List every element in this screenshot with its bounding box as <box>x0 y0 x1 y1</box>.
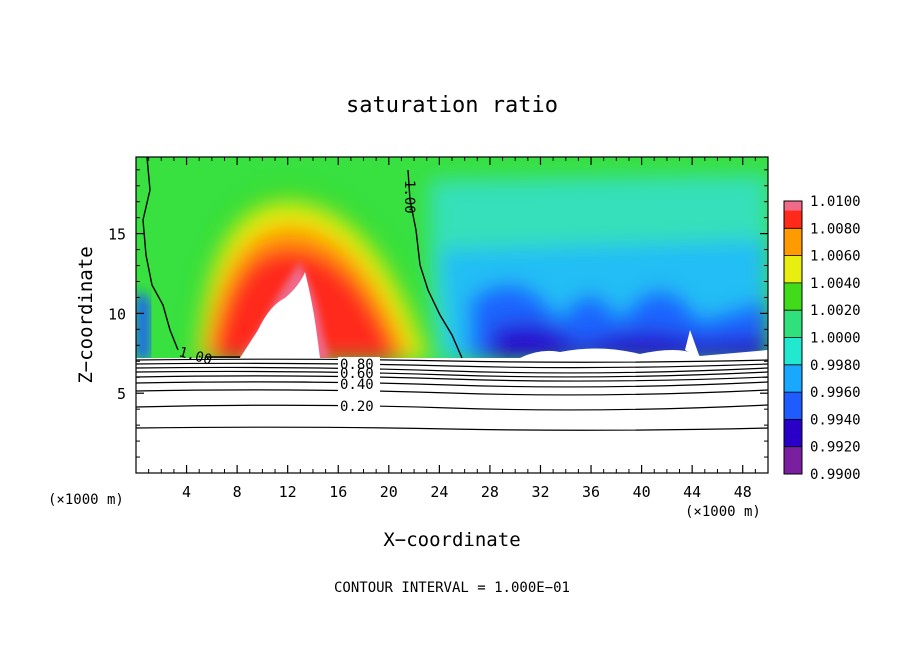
x-tick-label: 40 <box>633 483 651 501</box>
y-tick-label: 10 <box>108 305 126 323</box>
x-tick-label: 28 <box>481 483 499 501</box>
x-unit-left: (×1000 m) <box>48 492 124 508</box>
x-tick-label: 20 <box>380 483 398 501</box>
x-axis: 4 8 12 16 20 24 28 32 36 40 44 48 <box>148 157 756 501</box>
colorbar-segment <box>784 419 802 447</box>
heatmap-field <box>136 157 768 473</box>
cloud-white-area <box>240 272 320 358</box>
colorbar-label: 1.0040 <box>810 276 861 292</box>
colorbar-label: 0.9920 <box>810 440 861 456</box>
contour-1-right <box>407 169 463 359</box>
y-tick-label: 5 <box>117 385 126 403</box>
colorbar-segment-top <box>784 201 802 211</box>
contour-label: 1.00 <box>401 180 417 214</box>
contour-label: 0.60 <box>340 366 374 382</box>
contour-labels: 1.00 1.00 0.80 0.60 0.40 0.20 <box>177 180 417 415</box>
colorbar-label: 1.0100 <box>810 194 861 210</box>
colorbar-label: 1.0080 <box>810 221 861 237</box>
colorbar-segment <box>784 255 802 283</box>
x-tick-label: 48 <box>734 483 752 501</box>
colorbar-label: 0.9940 <box>810 412 861 428</box>
colorbar-label: 1.0060 <box>810 249 861 265</box>
x-tick-label: 8 <box>233 483 242 501</box>
colorbar-segment <box>784 364 802 393</box>
colorbar-segment <box>784 392 802 420</box>
colorbar-segment <box>784 310 802 338</box>
colorbar-segment <box>784 228 802 256</box>
x-tick-label: 12 <box>279 483 297 501</box>
x-tick-label: 4 <box>182 483 191 501</box>
subsaturated-region <box>430 175 768 360</box>
colorbar: 0.9900 0.9920 0.9940 0.9960 0.9980 1.0000 1.00… <box>783 194 861 483</box>
supersaturated-arch <box>190 185 440 360</box>
x-tick-label: 16 <box>329 483 347 501</box>
contour-interval-footer: CONTOUR INTERVAL = 1.000E−01 <box>334 580 570 596</box>
y-axis-label: Z−coordinate <box>75 246 97 383</box>
lower-contours <box>136 358 768 431</box>
contour-label: 0.80 <box>340 357 374 373</box>
x-axis-label: X−coordinate <box>383 529 520 551</box>
colorbar-label: 0.9980 <box>810 358 861 374</box>
colorbar-label: 1.0000 <box>810 331 861 347</box>
colorbar-segment <box>784 337 802 365</box>
x-tick-label: 24 <box>430 483 448 501</box>
y-tick-label: 15 <box>108 226 126 244</box>
x-tick-label: 36 <box>582 483 600 501</box>
contour-label: 0.20 <box>340 399 374 415</box>
chart-title: saturation ratio <box>346 93 558 118</box>
x-tick-label: 32 <box>531 483 549 501</box>
contour-label: 0.40 <box>340 377 374 393</box>
colorbar-label: 0.9900 <box>810 467 861 483</box>
lower-cloud-layer <box>136 358 768 473</box>
colorbar-segment <box>784 282 802 311</box>
colorbar-label: 0.9960 <box>810 385 861 401</box>
y-axis: 5 10 15 <box>108 169 768 458</box>
colorbar-segment <box>784 446 802 474</box>
x-tick-label: 44 <box>683 483 701 501</box>
x-unit-right: (×1000 m) <box>685 504 761 520</box>
contour-1-left <box>142 157 179 351</box>
colorbar-label: 1.0020 <box>810 303 861 319</box>
